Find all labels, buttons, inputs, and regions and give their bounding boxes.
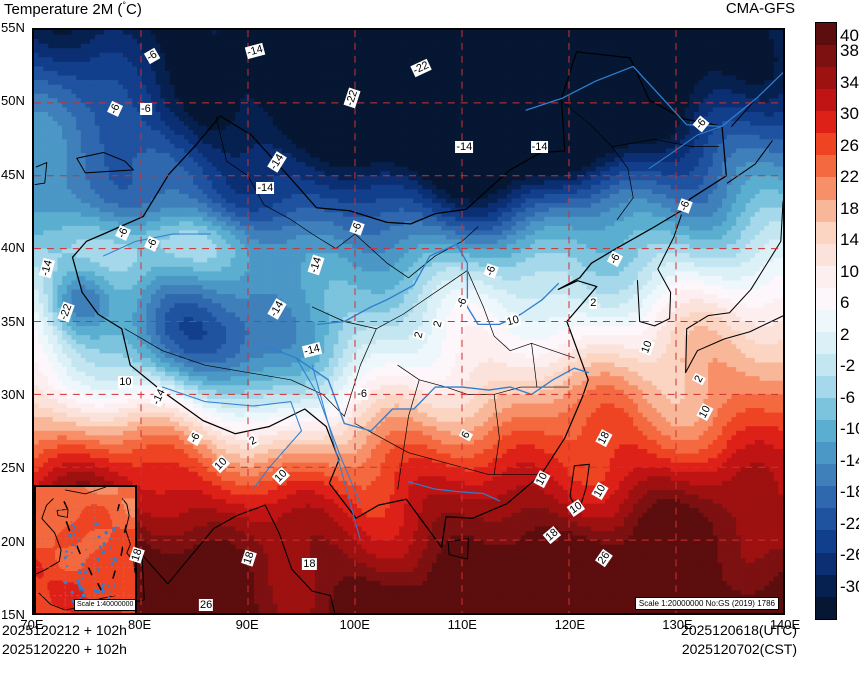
lat-tick-20N: 20N: [1, 534, 25, 549]
colorbar-segment: [816, 89, 836, 112]
colorbar-tick-14: 14: [840, 230, 859, 250]
colorbar-tick-38: 38: [840, 41, 859, 61]
colorbar-segment: [816, 376, 836, 399]
colorbar-segment: [816, 111, 836, 134]
contour-label: -14: [455, 141, 474, 154]
colorbar-tick--6: -6: [840, 388, 855, 408]
colorbar-segment: [816, 530, 836, 553]
inset-scale-stamp: Scale 1:40000000: [74, 599, 135, 611]
colorbar-segment: [816, 486, 836, 509]
colorbar-tick--26: -26: [840, 545, 859, 565]
lon-tick-140E: 140E: [763, 617, 807, 632]
contour-label: 10: [118, 376, 133, 389]
lat-tick-40N: 40N: [1, 240, 25, 255]
page-title-unit: C): [126, 1, 142, 18]
colorbar-tick--30: -30: [840, 577, 859, 597]
colorbar-tick--22: -22: [840, 514, 859, 534]
lat-tick-15N: 15N: [1, 607, 25, 622]
colorbar-tick-26: 26: [840, 136, 859, 156]
contour-label: -14: [530, 141, 549, 154]
colorbar-segment: [816, 309, 836, 332]
lon-tick-90E: 90E: [225, 617, 269, 632]
colorbar-tick-30: 30: [840, 104, 859, 124]
colorbar-segment: [816, 177, 836, 200]
colorbar-tick-40: 40: [840, 26, 859, 46]
lat-tick-30N: 30N: [1, 387, 25, 402]
temperature-map[interactable]: Scale 1:40000000 Scale 1:20000000 No:GS …: [32, 28, 785, 615]
colorbar-tick-10: 10: [840, 262, 859, 282]
temperature-colorbar[interactable]: [815, 22, 837, 620]
lat-tick-25N: 25N: [1, 460, 25, 475]
colorbar-tick-34: 34: [840, 73, 859, 93]
colorbar-tick-2: 2: [840, 325, 849, 345]
colorbar-segment: [816, 398, 836, 421]
colorbar-segment: [816, 331, 836, 354]
colorbar-segment: [816, 508, 836, 531]
init-time-utc-label: 2025120212 + 102h: [2, 622, 127, 638]
valid-time-utc-label: 2025120618(UTC): [681, 622, 797, 638]
lat-tick-50N: 50N: [1, 93, 25, 108]
colorbar-segment: [816, 596, 836, 619]
contour-label: -6: [139, 103, 152, 116]
contour-label: 2: [589, 296, 598, 309]
contour-label: -14: [256, 182, 275, 195]
colorbar-tick-22: 22: [840, 167, 859, 187]
colorbar-tick--2: -2: [840, 356, 855, 376]
init-time-cst-label: 2025120220 + 102h: [2, 641, 127, 657]
degree-symbol: °: [122, 0, 126, 10]
map-canvas: [34, 30, 783, 613]
page-title: Temperature 2M (°C): [4, 0, 142, 18]
contour-label: 18: [302, 558, 317, 571]
colorbar-tick--18: -18: [840, 482, 859, 502]
colorbar-segment: [816, 67, 836, 90]
colorbar-tick-18: 18: [840, 199, 859, 219]
colorbar-segment: [816, 199, 836, 222]
colorbar-tick-6: 6: [840, 293, 849, 313]
colorbar-tick--14: -14: [840, 451, 859, 471]
south-china-sea-inset-map[interactable]: Scale 1:40000000: [34, 485, 137, 613]
colorbar-segment: [816, 442, 836, 465]
lon-tick-130E: 130E: [655, 617, 699, 632]
lon-tick-100E: 100E: [333, 617, 377, 632]
colorbar-segment: [816, 243, 836, 266]
colorbar-segment: [816, 574, 836, 597]
colorbar-segment: [816, 552, 836, 575]
contour-label: 26: [198, 599, 214, 612]
colorbar-segment: [816, 265, 836, 288]
page-title-text: Temperature 2M (: [4, 1, 122, 18]
lon-tick-110E: 110E: [440, 617, 484, 632]
lon-tick-120E: 120E: [548, 617, 592, 632]
colorbar-segment: [816, 287, 836, 310]
lat-tick-55N: 55N: [1, 20, 25, 35]
colorbar-segment: [816, 353, 836, 376]
valid-time-cst-label: 2025120702(CST): [682, 641, 797, 657]
colorbar-segment: [816, 155, 836, 178]
colorbar-segment: [816, 133, 836, 156]
lon-tick-80E: 80E: [118, 617, 162, 632]
colorbar-segment: [816, 464, 836, 487]
model-label: CMA-GFS: [726, 0, 795, 17]
colorbar-tick--10: -10: [840, 419, 859, 439]
colorbar-segment: [816, 420, 836, 443]
map-scale-stamp: Scale 1:20000000 No:GS (2019) 1786: [634, 597, 779, 610]
colorbar-segment: [816, 23, 836, 46]
lat-tick-35N: 35N: [1, 314, 25, 329]
colorbar-segment: [816, 221, 836, 244]
lat-tick-45N: 45N: [1, 167, 25, 182]
contour-label: -6: [356, 387, 368, 400]
colorbar-segment: [816, 45, 836, 68]
lon-tick-70E: 70E: [10, 617, 54, 632]
